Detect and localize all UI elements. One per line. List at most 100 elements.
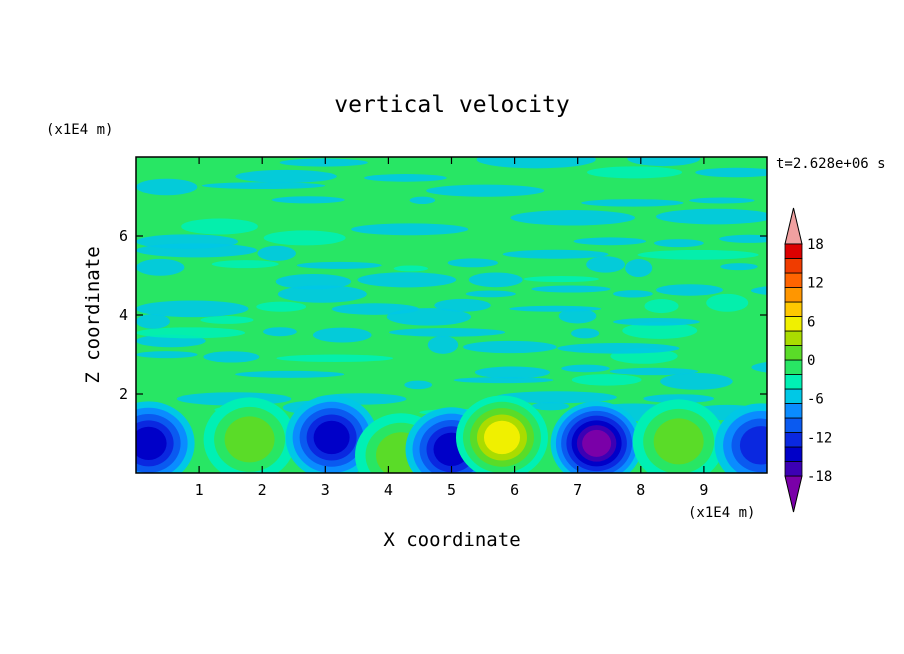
- field-band: [558, 308, 597, 324]
- field-band: [136, 300, 249, 318]
- velocity-cell: [203, 397, 296, 473]
- field-band: [586, 256, 625, 273]
- field-band: [510, 210, 636, 226]
- y-unit-label: (x1E4 m): [46, 122, 113, 138]
- velocity-cell: [550, 401, 643, 473]
- field-band: [465, 290, 516, 298]
- colorbar-arrow-top: [784, 207, 803, 245]
- colorbar-box: [784, 388, 803, 404]
- time-label: t=2.628e+06 s: [776, 156, 886, 172]
- field-band: [136, 327, 246, 339]
- field-band: [364, 174, 447, 182]
- chart-title: vertical velocity: [334, 92, 569, 118]
- field-band: [643, 394, 715, 404]
- field-band: [426, 184, 545, 197]
- field-band: [276, 354, 394, 363]
- field-band: [719, 234, 767, 243]
- field-band: [200, 316, 254, 324]
- velocity-contour: [483, 420, 520, 455]
- field-band: [357, 272, 457, 288]
- velocity-contour: [653, 418, 704, 465]
- field-band: [136, 351, 198, 359]
- field-band: [523, 275, 599, 283]
- field-band: [279, 158, 368, 167]
- field-band: [656, 284, 723, 296]
- field-band: [271, 196, 345, 204]
- colorbar-label: 6: [807, 314, 815, 330]
- velocity-cell: [285, 395, 378, 473]
- colorbar-box: [784, 345, 803, 361]
- velocity-cell: [455, 395, 548, 473]
- field-band: [557, 342, 680, 354]
- field-band: [409, 196, 436, 205]
- field-band: [136, 258, 185, 276]
- colorbar-box: [784, 432, 803, 448]
- field-band: [427, 335, 459, 354]
- field-band: [695, 167, 767, 178]
- field-band: [613, 290, 653, 298]
- colorbar-box: [784, 374, 803, 390]
- field-band: [331, 303, 420, 315]
- field-band: [509, 305, 602, 312]
- field-band: [571, 328, 600, 339]
- field-features: [136, 395, 767, 473]
- field-band: [277, 285, 367, 303]
- colorbar-box: [784, 461, 803, 477]
- field-band: [637, 249, 759, 260]
- colorbar-box: [784, 446, 803, 462]
- colorbar-label: 12: [807, 276, 824, 292]
- velocity-cell: [632, 399, 725, 473]
- field-band: [211, 260, 279, 269]
- x-tick-label: 2: [258, 481, 267, 499]
- field-band: [136, 234, 239, 249]
- field-band: [751, 361, 767, 373]
- field-band: [581, 199, 684, 207]
- field-band: [434, 298, 491, 312]
- velocity-contour: [739, 426, 767, 465]
- field-band: [573, 237, 647, 246]
- field-band: [720, 263, 758, 271]
- x-tick-label: 9: [699, 481, 708, 499]
- colorbar-arrow-bottom: [784, 475, 803, 513]
- field-band: [622, 322, 698, 339]
- field-band: [644, 299, 679, 314]
- x-tick-label: 8: [636, 481, 645, 499]
- field-band: [531, 285, 611, 293]
- colorbar-label: -12: [807, 430, 832, 446]
- field-band: [404, 380, 433, 390]
- field-band: [201, 182, 326, 190]
- x-tick-label: 6: [510, 481, 519, 499]
- colorbar-label: -18: [807, 469, 832, 485]
- field-band: [235, 169, 337, 183]
- field-band: [474, 366, 551, 379]
- colorbar-box: [784, 330, 803, 346]
- field-band: [235, 370, 345, 378]
- field-band: [706, 293, 749, 312]
- field-band: [351, 223, 469, 236]
- field-band: [571, 374, 642, 386]
- colorbar-box: [784, 287, 803, 303]
- x-axis-ticks: 1 2 3 4 5 6 7 8 9: [195, 157, 708, 499]
- colorbar-box: [784, 243, 803, 259]
- field-band: [256, 301, 307, 312]
- plot-area: [136, 157, 767, 473]
- field-band: [561, 364, 610, 373]
- x-tick-label: 4: [384, 481, 393, 499]
- colorbar: 18 12 6 0 -6 -12 -18: [784, 207, 832, 513]
- field-band: [275, 273, 352, 290]
- velocity-contour: [136, 426, 167, 461]
- x-unit-label: (x1E4 m): [688, 505, 755, 521]
- field-band: [393, 265, 429, 272]
- colorbar-box: [784, 417, 803, 433]
- colorbar-label: 0: [807, 353, 815, 369]
- field-band: [463, 340, 557, 354]
- x-tick-label: 7: [573, 481, 582, 499]
- y-axis-label: Z coordinate: [82, 246, 104, 383]
- field-band: [495, 391, 617, 404]
- field-band: [181, 218, 258, 235]
- field-band: [655, 208, 767, 225]
- field-band: [625, 259, 653, 278]
- field-band: [660, 373, 733, 390]
- velocity-contour: [313, 420, 350, 455]
